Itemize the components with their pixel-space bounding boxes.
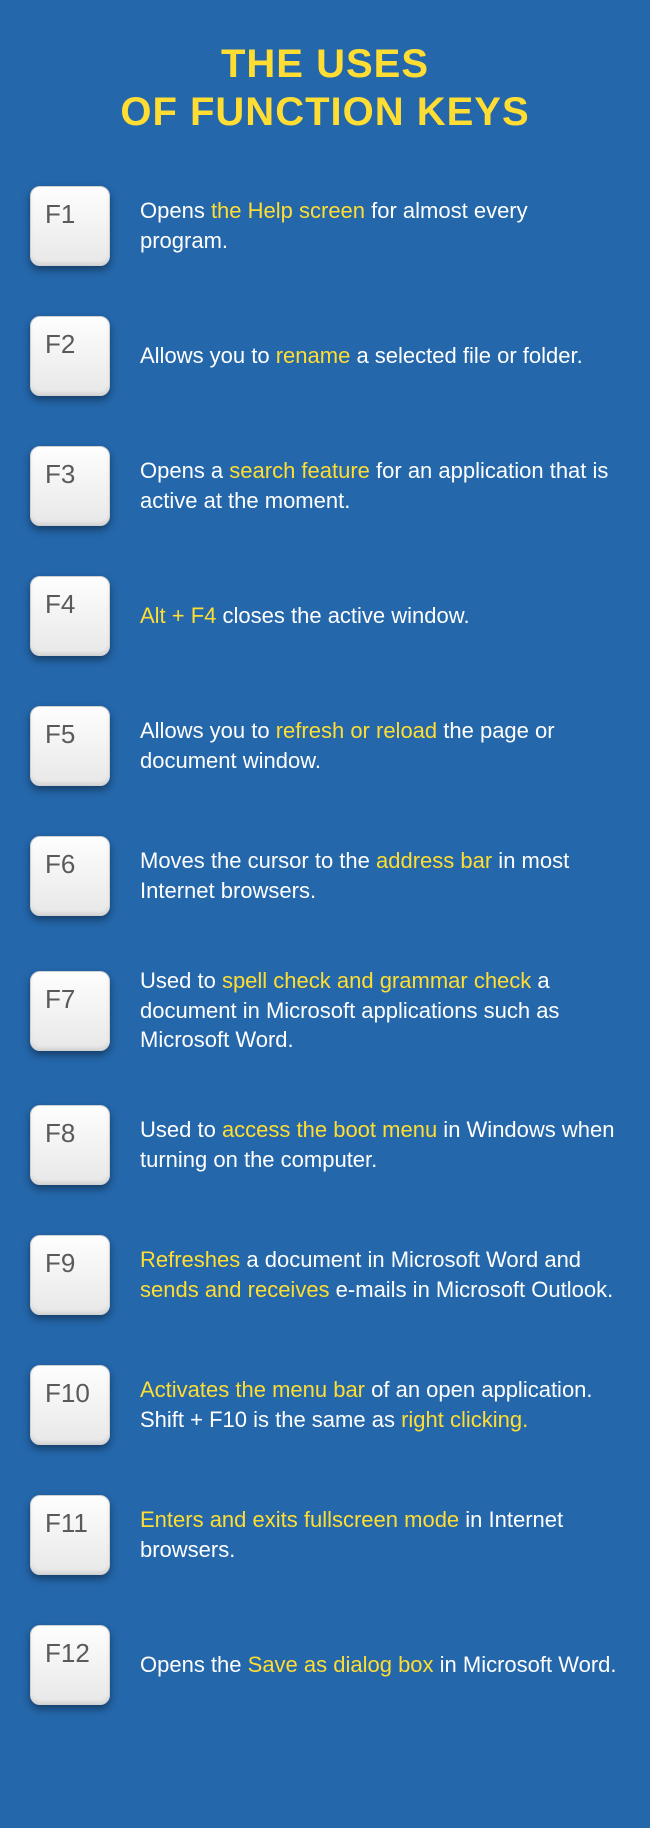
key-description: Opens the Save as dialog box in Microsof… xyxy=(140,1650,617,1680)
plain-text: Used to xyxy=(140,968,222,993)
keyboard-key-icon: F11 xyxy=(30,1495,110,1575)
keyboard-key-icon: F4 xyxy=(30,576,110,656)
title-line-1: THE USES xyxy=(221,42,429,86)
highlight-text: spell check and grammar check xyxy=(222,968,531,993)
function-key-item: F7 Used to spell check and grammar check … xyxy=(30,966,620,1055)
function-key-item: F6 Moves the cursor to the address bar in… xyxy=(30,836,620,916)
highlight-text: Activates the menu bar xyxy=(140,1377,365,1402)
highlight-text: search feature xyxy=(229,458,370,483)
key-description: Enters and exits fullscreen mode in Inte… xyxy=(140,1505,620,1564)
key-description: Allows you to rename a selected file or … xyxy=(140,341,583,371)
plain-text: Opens the xyxy=(140,1652,248,1677)
highlight-text: the Help screen xyxy=(211,198,365,223)
function-key-item: F2 Allows you to rename a selected file o… xyxy=(30,316,620,396)
function-key-item: F11 Enters and exits fullscreen mode in I… xyxy=(30,1495,620,1575)
highlight-text: refresh or reload xyxy=(276,718,437,743)
function-key-list: F1 Opens the Help screen for almost every… xyxy=(30,186,620,1705)
highlight-text: rename xyxy=(276,343,351,368)
function-key-item: F3 Opens a search feature for an applicat… xyxy=(30,446,620,526)
key-description: Alt + F4 closes the active window. xyxy=(140,601,470,631)
function-key-item: F5 Allows you to refresh or reload the pa… xyxy=(30,706,620,786)
key-description: Opens the Help screen for almost every p… xyxy=(140,196,620,255)
keyboard-key-icon: F5 xyxy=(30,706,110,786)
key-description: Used to access the boot menu in Windows … xyxy=(140,1115,620,1174)
key-description: Moves the cursor to the address bar in m… xyxy=(140,846,620,905)
highlight-text: right clicking. xyxy=(401,1407,528,1432)
highlight-text: address bar xyxy=(376,848,492,873)
highlight-text: Refreshes xyxy=(140,1247,240,1272)
highlight-text: Save as dialog box xyxy=(248,1652,434,1677)
keyboard-key-icon: F6 xyxy=(30,836,110,916)
highlight-text: sends and receives xyxy=(140,1277,330,1302)
key-description: Used to spell check and grammar check a … xyxy=(140,966,620,1055)
highlight-text: Enters and exits fullscreen mode xyxy=(140,1507,459,1532)
keyboard-key-icon: F12 xyxy=(30,1625,110,1705)
key-description: Refreshes a document in Microsoft Word a… xyxy=(140,1245,620,1304)
keyboard-key-icon: F7 xyxy=(30,971,110,1051)
plain-text: closes the active window. xyxy=(216,603,469,628)
title-line-2: OF FUNCTION KEYS xyxy=(120,90,529,134)
key-description: Allows you to refresh or reload the page… xyxy=(140,716,620,775)
function-key-item: F8 Used to access the boot menu in Window… xyxy=(30,1105,620,1185)
keyboard-key-icon: F10 xyxy=(30,1365,110,1445)
function-key-item: F1 Opens the Help screen for almost every… xyxy=(30,186,620,266)
function-key-item: F12 Opens the Save as dialog box in Micro… xyxy=(30,1625,620,1705)
function-key-item: F4 Alt + F4 closes the active window. xyxy=(30,576,620,656)
function-key-item: F10 Activates the menu bar of an open app… xyxy=(30,1365,620,1445)
plain-text: Allows you to xyxy=(140,343,276,368)
plain-text: Opens xyxy=(140,198,211,223)
plain-text: e-mails in Microsoft Outlook. xyxy=(330,1277,614,1302)
infographic-title: THE USES OF FUNCTION KEYS xyxy=(30,40,620,136)
plain-text: Allows you to xyxy=(140,718,276,743)
plain-text: a selected file or folder. xyxy=(350,343,582,368)
highlight-text: Alt + F4 xyxy=(140,603,216,628)
plain-text: in Microsoft Word. xyxy=(434,1652,617,1677)
plain-text: Used to xyxy=(140,1117,222,1142)
keyboard-key-icon: F9 xyxy=(30,1235,110,1315)
keyboard-key-icon: F3 xyxy=(30,446,110,526)
function-key-item: F9 Refreshes a document in Microsoft Word… xyxy=(30,1235,620,1315)
plain-text: a document in Microsoft Word and xyxy=(240,1247,581,1272)
key-description: Activates the menu bar of an open applic… xyxy=(140,1375,620,1434)
plain-text: Opens a xyxy=(140,458,229,483)
highlight-text: access the boot menu xyxy=(222,1117,437,1142)
keyboard-key-icon: F8 xyxy=(30,1105,110,1185)
keyboard-key-icon: F1 xyxy=(30,186,110,266)
key-description: Opens a search feature for an applicatio… xyxy=(140,456,620,515)
keyboard-key-icon: F2 xyxy=(30,316,110,396)
plain-text: Moves the cursor to the xyxy=(140,848,376,873)
